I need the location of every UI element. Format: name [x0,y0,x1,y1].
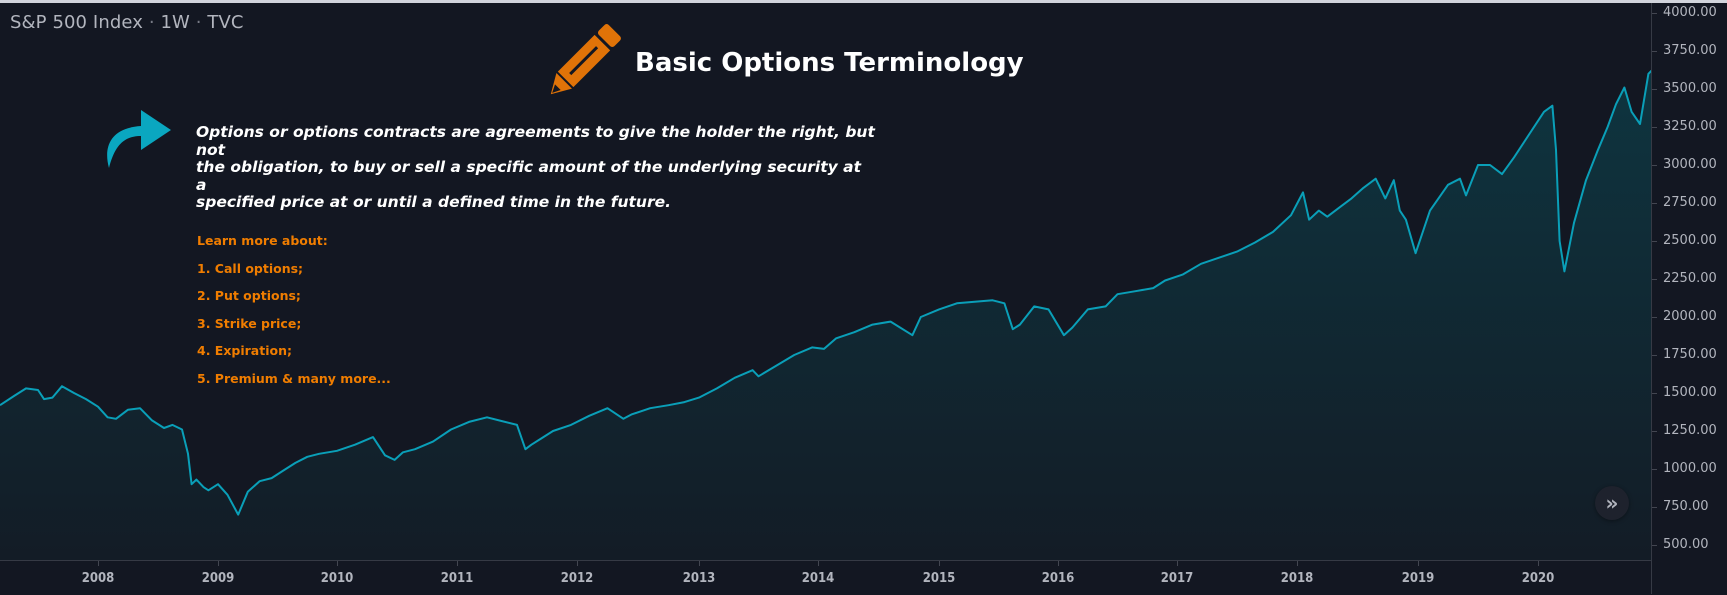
price-label: 1000.00 [1663,461,1717,476]
time-tick [457,561,458,566]
price-line [0,69,1651,516]
time-label: 2013 [682,571,716,586]
price-label: 3250.00 [1663,119,1717,134]
double-chevron-right-icon: » [1605,491,1619,515]
time-tick [98,561,99,566]
time-label: 2012 [560,571,594,586]
price-tick [1652,127,1657,128]
pencil-icon [550,24,621,95]
learn-more-item: 3. Strike price; [197,316,302,331]
time-label: 2009 [201,571,235,586]
time-tick [1538,561,1539,566]
time-label: 2011 [440,571,474,586]
price-label: 1500.00 [1663,385,1717,400]
learn-more-heading: Learn more about: [197,233,328,248]
price-tick [1652,507,1657,508]
time-label: 2019 [1401,571,1435,586]
price-label: 750.00 [1663,499,1709,514]
time-label: 2008 [81,571,115,586]
time-tick [337,561,338,566]
time-label: 2010 [320,571,354,586]
time-tick [699,561,700,566]
definition-line: the obligation, to buy or sell a specifi… [196,158,862,194]
time-tick [218,561,219,566]
learn-more-item: 5. Premium & many more... [197,371,391,386]
learn-more-item: 2. Put options; [197,288,301,303]
price-label: 2750.00 [1663,195,1717,210]
symbol-legend[interactable]: S&P 500 Index · 1W · TVC [10,12,244,33]
curved-arrow-right-icon [107,110,171,168]
options-definition: Options or options contracts are agreeme… [196,123,876,212]
price-label: 500.00 [1663,537,1709,552]
learn-more-item: 4. Expiration; [197,343,292,358]
interval-label: 1W [160,12,190,33]
price-label: 2000.00 [1663,309,1717,324]
definition-line: Options or options contracts are agreeme… [196,123,875,159]
price-label: 4000.00 [1663,5,1717,20]
price-tick [1652,89,1657,90]
price-label: 1750.00 [1663,347,1717,362]
time-tick [577,561,578,566]
top-border [0,0,1727,3]
price-area-fill [0,71,1651,560]
price-tick [1652,165,1657,166]
price-tick [1652,545,1657,546]
chart-pane[interactable] [0,3,1651,560]
price-tick [1652,469,1657,470]
time-axis[interactable]: 2008 2009 2010 2011 2012 2013 2014 2015 2016 2017… [0,560,1651,595]
time-label: 2015 [922,571,956,586]
time-label: 2017 [1160,571,1194,586]
time-label: 2016 [1041,571,1075,586]
price-area-chart [0,69,1651,560]
price-label: 1250.00 [1663,423,1717,438]
time-label: 2014 [801,571,835,586]
legend-separator: · [148,12,155,33]
price-tick [1652,51,1657,52]
time-tick [1297,561,1298,566]
price-tick [1652,317,1657,318]
price-label: 2250.00 [1663,271,1717,286]
time-tick [818,561,819,566]
learn-more-item: 1. Call options; [197,261,304,276]
price-tick [1652,279,1657,280]
price-label: 2500.00 [1663,233,1717,248]
annotation-title: Basic Options Terminology [635,48,1024,78]
time-label: 2018 [1280,571,1314,586]
time-tick [1418,561,1419,566]
price-label: 3750.00 [1663,43,1717,58]
time-tick [1177,561,1178,566]
legend-separator: · [195,12,202,33]
definition-line: specified price at or until a defined ti… [196,193,671,211]
price-tick [1652,355,1657,356]
price-tick [1652,393,1657,394]
price-tick [1652,13,1657,14]
price-label: 3500.00 [1663,81,1717,96]
price-label: 3000.00 [1663,157,1717,172]
symbol-name: S&P 500 Index [10,12,143,33]
time-tick [1058,561,1059,566]
price-tick [1652,203,1657,204]
scroll-to-realtime-button[interactable]: » [1595,486,1629,520]
price-tick [1652,431,1657,432]
price-tick [1652,241,1657,242]
price-axis[interactable]: 4000.00 3750.00 3500.00 3250.00 3000.00 2750.… [1651,3,1727,594]
exchange-label: TVC [207,12,244,33]
time-tick [939,561,940,566]
time-label: 2020 [1521,571,1555,586]
